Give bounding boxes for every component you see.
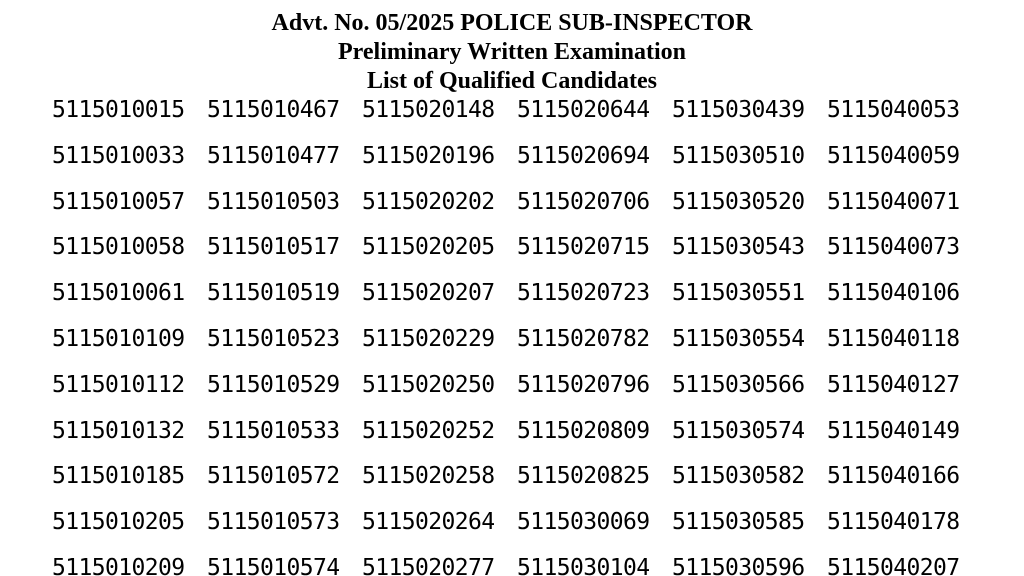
candidate-roll-number: 5115010523 xyxy=(207,325,340,352)
candidate-roll-number: 5115020723 xyxy=(517,280,650,307)
document-header: Advt. No. 05/2025 POLICE SUB-INSPECTOR P… xyxy=(0,0,1024,96)
candidate-row: 5115010185 5115010572 5115020258 5115020825… xyxy=(52,462,982,508)
candidate-roll-number: 5115020207 xyxy=(362,280,495,307)
candidate-roll-number: 5115010057 xyxy=(52,188,185,215)
candidate-roll-number: 5115030439 xyxy=(672,97,805,123)
candidate-roll-number: 5115010533 xyxy=(207,417,340,444)
candidate-roll-number: 5115030574 xyxy=(672,417,805,444)
candidate-roll-number: 5115010205 xyxy=(52,509,185,536)
candidate-roll-number: 5115010033 xyxy=(52,142,185,169)
candidate-roll-number: 5115010517 xyxy=(207,234,340,261)
candidate-row: 5115010061 5115010519 5115020207 5115020723… xyxy=(52,279,982,325)
candidate-roll-number: 5115040059 xyxy=(827,142,960,169)
candidate-roll-number: 5115020250 xyxy=(362,371,495,398)
candidate-roll-number: 5115040106 xyxy=(827,280,960,307)
candidate-roll-number: 5115020258 xyxy=(362,463,495,490)
candidate-roll-number: 5115020264 xyxy=(362,509,495,536)
candidate-roll-number: 5115020205 xyxy=(362,234,495,261)
candidate-roll-number: 5115020229 xyxy=(362,325,495,352)
candidate-row: 5115010015 5115010467 5115020148 5115020644… xyxy=(52,96,982,142)
candidate-roll-number: 5115030510 xyxy=(672,142,805,169)
candidate-roll-number: 5115030551 xyxy=(672,280,805,307)
candidate-roll-number: 5115020809 xyxy=(517,417,650,444)
candidate-roll-number: 5115010185 xyxy=(52,463,185,490)
candidate-roll-number: 5115040166 xyxy=(827,463,960,490)
candidate-roll-number: 5115010467 xyxy=(207,97,340,123)
candidate-roll-number: 5115010209 xyxy=(52,554,185,576)
candidate-roll-number: 5115010477 xyxy=(207,142,340,169)
candidate-roll-number: 5115020277 xyxy=(362,554,495,576)
candidate-roll-number: 5115010058 xyxy=(52,234,185,261)
candidate-roll-number: 5115020715 xyxy=(517,234,650,261)
candidate-roll-number: 5115030596 xyxy=(672,554,805,576)
exam-subtitle: Preliminary Written Examination xyxy=(338,39,686,65)
candidate-roll-number: 5115020196 xyxy=(362,142,495,169)
candidate-row: 5115010033 5115010477 5115020196 5115020694… xyxy=(52,142,982,188)
candidate-roll-number: 5115010519 xyxy=(207,280,340,307)
candidate-roll-number: 5115040118 xyxy=(827,325,960,352)
qualified-list-subtitle: List of Qualified Candidates xyxy=(366,68,658,94)
candidate-roll-number: 5115030554 xyxy=(672,325,805,352)
candidate-roll-number: 5115030582 xyxy=(672,463,805,490)
candidate-roll-number: 5115040149 xyxy=(827,417,960,444)
candidate-roll-number: 5115010132 xyxy=(52,417,185,444)
candidate-roll-number: 5115040207 xyxy=(827,554,960,576)
candidate-row: 5115010112 5115010529 5115020250 5115020796… xyxy=(52,371,982,417)
candidate-roll-number: 5115010503 xyxy=(207,188,340,215)
candidate-roll-number: 5115020644 xyxy=(517,97,650,123)
candidate-roll-number: 5115040178 xyxy=(827,509,960,536)
candidate-row: 5115010057 5115010503 5115020202 5115020706… xyxy=(52,188,982,234)
candidate-roll-number: 5115010574 xyxy=(207,554,340,576)
advt-number-title: Advt. No. 05/2025 POLICE SUB-INSPECTOR xyxy=(271,10,753,36)
candidate-roll-number: 5115020694 xyxy=(517,142,650,169)
candidate-grid: 5115010015 5115010467 5115020148 5115020644… xyxy=(52,96,982,576)
candidate-roll-number: 5115020796 xyxy=(517,371,650,398)
candidate-row: 5115010132 5115010533 5115020252 5115020809… xyxy=(52,417,982,463)
candidate-roll-number: 5115010573 xyxy=(207,509,340,536)
candidate-roll-number: 5115010112 xyxy=(52,371,185,398)
candidate-row: 5115010209 5115010574 5115020277 5115030104… xyxy=(52,554,982,576)
candidate-roll-number: 5115010529 xyxy=(207,371,340,398)
candidate-roll-number: 5115010015 xyxy=(52,97,185,123)
candidate-roll-number: 5115040053 xyxy=(827,97,960,123)
candidate-row: 5115010109 5115010523 5115020229 5115020782… xyxy=(52,325,982,371)
candidate-roll-number: 5115040073 xyxy=(827,234,960,261)
candidate-roll-number: 5115020148 xyxy=(362,97,495,123)
candidate-roll-number: 5115030104 xyxy=(517,554,650,576)
candidate-roll-number: 5115040071 xyxy=(827,188,960,215)
candidate-roll-number: 5115020252 xyxy=(362,417,495,444)
candidate-roll-number: 5115020706 xyxy=(517,188,650,215)
candidate-roll-number: 5115030585 xyxy=(672,509,805,536)
candidate-row: 5115010058 5115010517 5115020205 5115020715… xyxy=(52,233,982,279)
candidate-roll-number: 5115010572 xyxy=(207,463,340,490)
candidate-roll-number: 5115030520 xyxy=(672,188,805,215)
candidate-roll-number: 5115010109 xyxy=(52,325,185,352)
candidate-roll-number: 5115030543 xyxy=(672,234,805,261)
candidate-roll-number: 5115020202 xyxy=(362,188,495,215)
candidate-roll-number: 5115010061 xyxy=(52,280,185,307)
candidate-roll-number: 5115030069 xyxy=(517,509,650,536)
candidate-row: 5115010205 5115010573 5115020264 5115030069… xyxy=(52,508,982,554)
candidate-roll-number: 5115020825 xyxy=(517,463,650,490)
candidate-roll-number: 5115040127 xyxy=(827,371,960,398)
candidate-roll-number: 5115030566 xyxy=(672,371,805,398)
candidate-roll-number: 5115020782 xyxy=(517,325,650,352)
